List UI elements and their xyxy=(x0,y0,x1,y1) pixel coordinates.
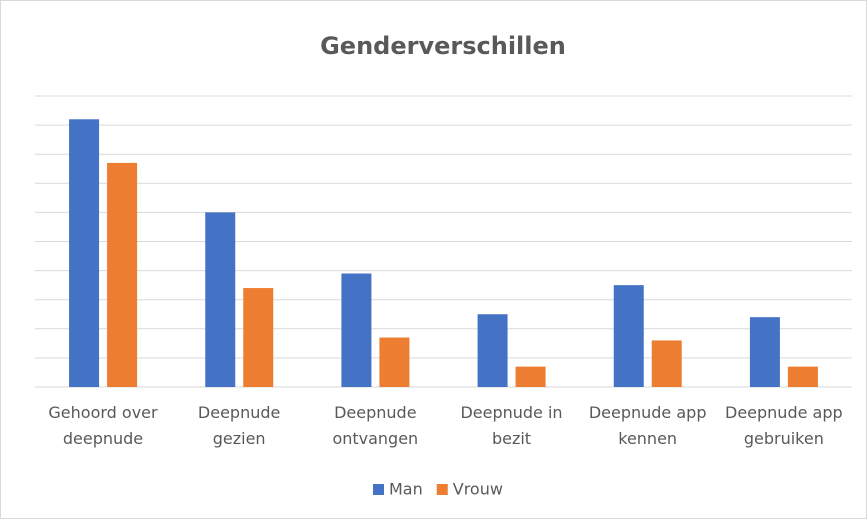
bar xyxy=(69,119,100,387)
chart-title: Genderverschillen xyxy=(320,32,566,60)
bar xyxy=(477,314,508,387)
bar xyxy=(107,162,138,387)
legend-label: Vrouw xyxy=(453,480,503,499)
x-tick-label: Gehoord over deepnude xyxy=(48,403,158,448)
bar xyxy=(205,212,236,387)
legend-label: Man xyxy=(389,480,423,499)
x-tick-label: Deepnude ontvangen xyxy=(332,403,419,448)
bar xyxy=(613,285,644,387)
bar xyxy=(787,366,818,387)
bar xyxy=(515,366,546,387)
bar xyxy=(651,340,682,387)
bar xyxy=(243,288,274,387)
x-tick-label: Deepnude app gebruiken xyxy=(725,403,843,448)
bar xyxy=(749,317,780,387)
legend-swatch xyxy=(436,484,448,495)
x-tick-label: Deepnude app kennen xyxy=(588,403,707,448)
legend-swatch xyxy=(373,484,384,495)
x-tick-label: Deepnude in bezit xyxy=(460,403,563,448)
bar xyxy=(379,337,410,387)
bar xyxy=(341,273,372,387)
x-tick-label: Deepnude gezien xyxy=(197,403,281,448)
